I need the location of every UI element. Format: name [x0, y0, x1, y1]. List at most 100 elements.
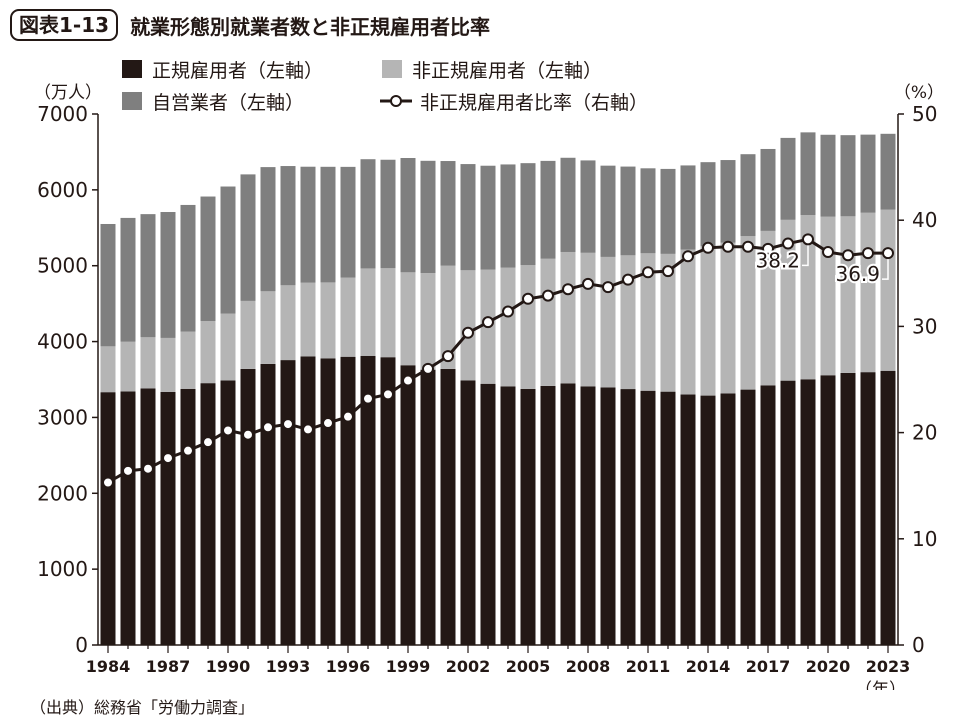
- bar-regular: [860, 372, 876, 645]
- bar-nonregular: [160, 337, 176, 392]
- bar-nonregular: [220, 313, 236, 381]
- bar-regular: [500, 386, 516, 645]
- bar-selfemployed: [340, 166, 356, 278]
- bar-selfemployed: [400, 158, 416, 273]
- ratio-point: [462, 326, 474, 339]
- bar-regular: [180, 388, 196, 645]
- ratio-point: [502, 305, 514, 318]
- ratio-point: [542, 289, 554, 302]
- annotation-label: 36.9: [835, 262, 880, 286]
- bar-selfemployed: [660, 168, 676, 254]
- legend: 正規雇用者（左軸） 非正規雇用者（左軸） 自営業者（左軸） 非正規雇用者比率（右軸）: [122, 60, 648, 114]
- bar-selfemployed: [180, 204, 196, 332]
- bar-selfemployed: [500, 164, 516, 268]
- bar-nonregular: [520, 265, 536, 389]
- ratio-point: [122, 464, 134, 477]
- bar-regular: [340, 356, 356, 645]
- bar-selfemployed: [680, 165, 696, 250]
- ratio-point: [722, 240, 734, 253]
- left-tick-label: 2000: [37, 481, 88, 505]
- bar-regular: [640, 390, 656, 645]
- x-tick-label: 1993: [266, 657, 311, 676]
- bar-nonregular: [680, 249, 696, 395]
- bar-nonregular: [140, 337, 156, 389]
- bar-nonregular: [360, 268, 376, 356]
- ratio-point: [182, 444, 194, 457]
- right-axis-unit: （%）: [894, 83, 944, 103]
- ratio-point: [422, 362, 434, 375]
- ratio-point: [322, 417, 334, 430]
- bar-regular: [800, 379, 816, 645]
- left-tick-label: 3000: [37, 405, 88, 429]
- bar-selfemployed: [280, 166, 296, 286]
- annotation-leader: [882, 259, 889, 280]
- ratio-point: [602, 281, 614, 294]
- bar-regular: [700, 395, 716, 645]
- bar-nonregular: [300, 282, 316, 357]
- bar-nonregular: [620, 255, 636, 390]
- legend-label: 自営業者（左軸）: [152, 92, 304, 114]
- x-tick-label: 1999: [386, 657, 431, 676]
- bar-nonregular: [760, 230, 776, 386]
- bar-selfemployed: [880, 133, 896, 210]
- left-axis-unit: （万人）: [34, 83, 102, 103]
- bar-selfemployed: [480, 165, 496, 270]
- bar-selfemployed: [640, 168, 656, 254]
- ratio-point: [262, 421, 274, 434]
- figure-heading: 図表1-13 就業形態別就業者数と非正規雇用者比率: [10, 8, 490, 42]
- bar-nonregular: [800, 215, 816, 380]
- ratio-line-layer: [102, 233, 894, 489]
- bar-selfemployed: [600, 165, 616, 257]
- bar-selfemployed: [220, 186, 236, 314]
- bar-selfemployed: [540, 160, 556, 259]
- ratio-point: [282, 418, 294, 431]
- bar-nonregular: [100, 346, 116, 393]
- ratio-line: [107, 237, 888, 484]
- bar-selfemployed: [760, 148, 776, 231]
- right-tick-label: 20: [912, 421, 937, 445]
- bar-regular: [600, 387, 616, 645]
- bar-selfemployed: [140, 214, 156, 338]
- ratio-point: [762, 242, 774, 255]
- bar-selfemployed: [800, 132, 816, 216]
- left-tick-label: 0: [75, 633, 88, 657]
- ratio-point: [582, 277, 594, 290]
- ratio-point: [302, 423, 314, 436]
- bar-nonregular: [880, 209, 896, 371]
- bar-nonregular: [180, 331, 196, 389]
- bar-nonregular: [840, 216, 856, 373]
- bar-regular: [320, 358, 336, 645]
- x-tick-label: 2014: [686, 657, 731, 676]
- ratio-point: [342, 410, 354, 423]
- bar-selfemployed: [240, 174, 256, 301]
- bar-layer: [100, 132, 896, 645]
- x-tick-label: 2005: [506, 657, 551, 676]
- bar-regular: [300, 356, 316, 645]
- bar-nonregular: [600, 256, 616, 388]
- bar-selfemployed: [700, 162, 716, 247]
- ratio-point: [442, 350, 454, 363]
- ratio-point: [782, 237, 794, 250]
- bar-selfemployed: [120, 217, 136, 342]
- ratio-point: [822, 246, 834, 259]
- bar-nonregular: [280, 285, 296, 361]
- bar-selfemployed: [360, 159, 376, 269]
- employment-chart: 正規雇用者（左軸） 非正規雇用者（左軸）自営業者（左軸） 非正規雇用者比率（右軸） …: [34, 60, 944, 690]
- bar-regular: [720, 393, 736, 645]
- bar-nonregular: [820, 216, 836, 376]
- source-note: （出典）総務省「労働力調査」: [30, 698, 255, 717]
- bar-regular: [460, 380, 476, 645]
- x-axis-unit: （年）: [855, 680, 906, 690]
- bar-nonregular: [340, 277, 356, 357]
- bar-regular: [220, 380, 236, 645]
- bar-selfemployed: [780, 137, 796, 220]
- bar-regular: [840, 372, 856, 645]
- annotation-layer: 38.2 36.9: [753, 245, 889, 288]
- ratio-point: [382, 388, 394, 401]
- bar-selfemployed: [380, 159, 396, 269]
- ratio-point: [102, 476, 114, 489]
- bar-nonregular: [700, 246, 716, 396]
- bar-selfemployed: [440, 161, 456, 266]
- figure-title: 就業形態別就業者数と非正規雇用者比率: [130, 14, 491, 39]
- bar-regular: [780, 380, 796, 645]
